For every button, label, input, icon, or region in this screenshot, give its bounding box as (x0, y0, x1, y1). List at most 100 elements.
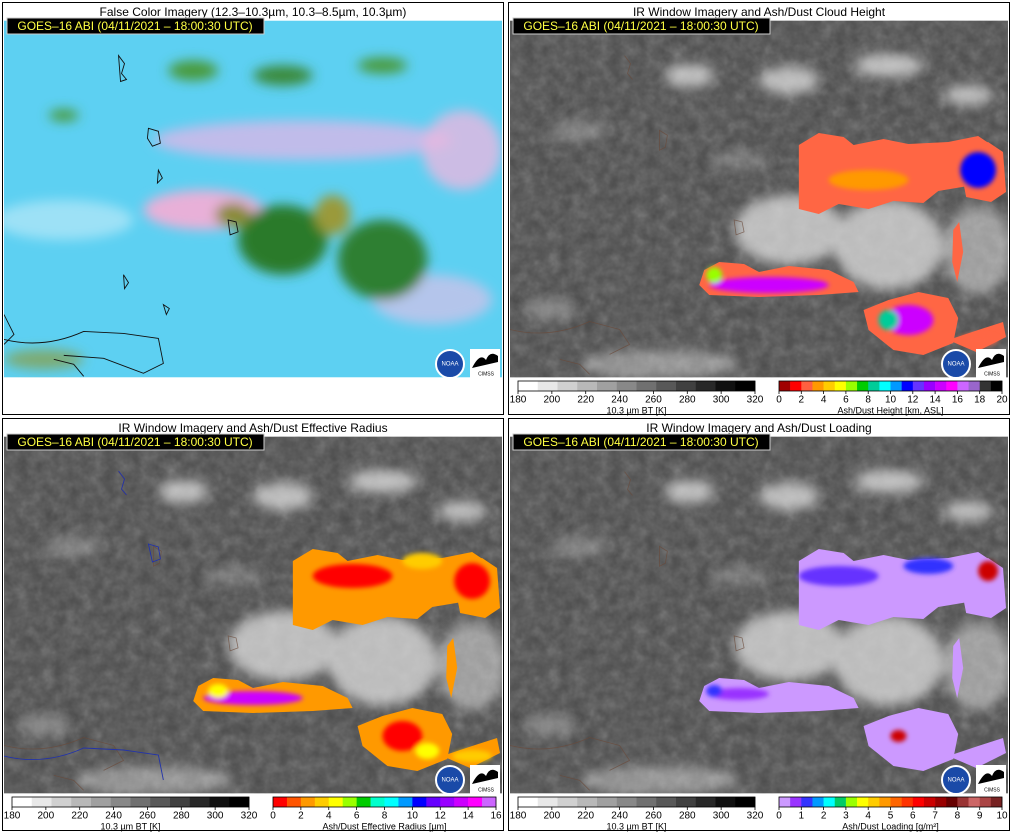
colorbar-swatch (468, 797, 483, 807)
graphic (883, 305, 934, 335)
colorbar-swatch (482, 797, 497, 807)
colorbar-swatch (968, 381, 980, 391)
cimss-logo (978, 769, 1004, 784)
colorbar-tick-label: 16 (952, 395, 964, 406)
colorbar-tick-label: 12 (907, 395, 919, 406)
colorbar-swatch (845, 797, 858, 807)
graphic (706, 685, 723, 697)
loading-overlay (699, 549, 1006, 771)
colorbar-tick-label: 180 (4, 811, 21, 822)
colorbar-tick-label: 4 (865, 811, 871, 822)
colorbar-label: 10.3 µm BT [K] (606, 405, 666, 415)
colorbar-swatch (557, 797, 578, 807)
colorbar-tick-label: 14 (930, 395, 942, 406)
colorbar-swatch (314, 797, 330, 807)
colorbar-tick-label: 2 (821, 811, 827, 822)
colorbar-swatch (454, 797, 469, 807)
colorbar-swatch (890, 381, 902, 391)
ash-detail (706, 558, 999, 742)
colorbar-tick-label: 8 (955, 811, 961, 822)
cimss-logo (472, 769, 498, 784)
graphic (415, 743, 440, 759)
colorbar-tick-label: 220 (577, 395, 594, 406)
colorbar-swatch (946, 797, 958, 807)
colorbar-swatch (790, 381, 802, 391)
colorbar-swatch (398, 797, 413, 807)
colorbar-swatch (518, 797, 539, 807)
colorbar-tick-label: 240 (611, 395, 628, 406)
graphic (147, 543, 161, 563)
colorbar-swatch (51, 797, 72, 807)
colorbar-swatch (735, 797, 756, 807)
panel (2, 418, 504, 831)
colorbar-tick-label: 12 (435, 811, 447, 822)
colorbar-tick-label: 280 (679, 811, 696, 822)
stamp-box (512, 433, 771, 451)
noaa-logo (435, 765, 465, 795)
colorbar-swatch (328, 797, 343, 807)
graphic (118, 470, 127, 496)
colorbar-swatch (935, 797, 947, 807)
colorbar-swatch (110, 797, 131, 807)
radius-overlay (4, 470, 500, 781)
colorbar-frame (11, 796, 250, 808)
colorbar-frame (517, 796, 756, 808)
colorbar-swatch (879, 797, 891, 807)
stamp-box (6, 433, 265, 451)
colorbar-swatch (518, 381, 539, 391)
colorbar-swatch (636, 381, 657, 391)
colorbar-tick-label: 220 (577, 811, 594, 822)
colorbar-swatch (868, 381, 880, 391)
colorbar-swatch (597, 797, 618, 807)
colorbar-swatch (912, 381, 925, 391)
colorbar-label: Ash/Dust Loading [g/m²] (842, 821, 939, 831)
colorbar-swatch (979, 797, 992, 807)
colorbar-swatch (790, 797, 802, 807)
colorbar-tick-label: 260 (139, 811, 156, 822)
colorbar-tick-label: 8 (382, 811, 388, 822)
colorbar-swatch (577, 797, 598, 807)
colorbar-tick-label: 6 (910, 811, 916, 822)
colorbar-swatch (779, 797, 791, 807)
noaa-text: NOAA (947, 778, 964, 784)
colorbar-tick-label: 10 (996, 811, 1008, 822)
noaa-logo (941, 349, 971, 379)
colorbar-tick-label: 7 (932, 811, 938, 822)
panel (0, 2, 504, 415)
colorbar-swatch (990, 797, 1003, 807)
colorbar-swatch (890, 797, 902, 807)
colorbar-label: 10.3 µm BT [K] (100, 821, 160, 831)
graphic (978, 561, 999, 581)
colorbar-tick-label: 320 (241, 811, 258, 822)
colorbar-tick-label: 10 (885, 395, 897, 406)
colorbar-tick-label: 4 (821, 395, 827, 406)
colorbar-swatch (557, 381, 578, 391)
colorbar-swatch (968, 797, 980, 807)
colorbar-swatch (273, 797, 288, 807)
colorbar-tick-label: 8 (865, 395, 871, 406)
timestamp: GOES–16 ABI (04/11/2021 – 18:00:30 UTC) (17, 19, 252, 33)
colorbar-tick-label: 200 (544, 811, 561, 822)
colorbar-tick-label: 260 (645, 811, 662, 822)
colorbar-swatch (300, 797, 316, 807)
colorbar-swatch (990, 381, 1003, 391)
cimss-text: CIMSS (984, 787, 1001, 793)
colorbar-label: Ash/Dust Height [km, ASL] (837, 405, 943, 415)
timestamp: GOES–16 ABI (04/11/2021 – 18:00:30 UTC) (523, 19, 758, 33)
colorbar-tick-label: 200 (38, 811, 55, 822)
false-color-image (0, 21, 502, 378)
colorbar-swatch (823, 381, 836, 391)
colorbar-swatch (412, 797, 427, 807)
cimss-text: CIMSS (984, 371, 1001, 377)
graphic (312, 564, 393, 588)
colorbar-swatch (812, 797, 824, 807)
graphic (4, 747, 164, 781)
colorbar-swatch (537, 797, 558, 807)
colorbar-swatch (616, 797, 637, 807)
colorbar-tick-label: 18 (974, 395, 986, 406)
colorbar-swatch (857, 381, 869, 391)
graphic (452, 750, 493, 762)
graphic (709, 688, 769, 700)
graphic (454, 563, 491, 599)
